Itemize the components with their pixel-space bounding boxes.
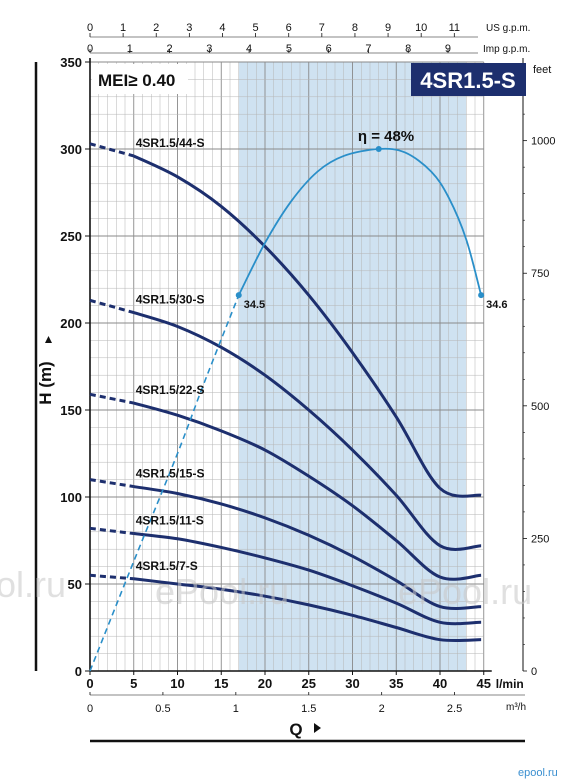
watermark-corner: epool.ru <box>518 767 558 779</box>
us-tick-label: 4 <box>219 22 225 34</box>
us-tick-label: 2 <box>153 22 159 34</box>
x-tick-label: 20 <box>258 676 272 691</box>
x-tick-label: 30 <box>345 676 359 691</box>
series-label: 4SR1.5/7-S <box>136 559 198 573</box>
imp-tick-label: 0 <box>87 43 93 55</box>
watermark-1: ol.ru <box>0 564 66 605</box>
us-tick-label: 5 <box>253 22 259 34</box>
us-tick-label: 6 <box>286 22 292 34</box>
pump-curve-dashed <box>89 392 135 405</box>
series-label: 4SR1.5/15-S <box>136 467 205 481</box>
imp-tick-label: 6 <box>326 43 332 55</box>
mei-label: MEI≥ 0.40 <box>98 71 175 90</box>
us-tick-label: 1 <box>120 22 126 34</box>
series-label: 4SR1.5/30-S <box>136 293 205 307</box>
us-tick-label: 10 <box>415 22 427 34</box>
efficiency-point <box>375 146 382 152</box>
us-tick-label: 8 <box>352 22 358 34</box>
y-tick-label: 200 <box>60 316 82 331</box>
us-tick-label: 7 <box>319 22 325 34</box>
x-axis-arrow-icon <box>314 723 321 733</box>
feet-tick-label: 250 <box>531 533 549 545</box>
y-tick-label: 300 <box>60 142 82 157</box>
imp-tick-label: 5 <box>286 43 292 55</box>
y2-unit-feet: feet <box>533 64 551 76</box>
pump-curve-dashed <box>89 478 134 489</box>
y-tick-label: 0 <box>75 664 82 679</box>
m3h-tick-label: 2 <box>379 703 385 715</box>
y-tick-label: 150 <box>60 403 82 418</box>
series-label: 4SR1.5/11-S <box>136 514 204 528</box>
x-tick-label: 25 <box>302 676 316 691</box>
x-tick-label: 10 <box>170 676 184 691</box>
y-axis-label: H (m) <box>36 361 55 404</box>
curves <box>89 142 482 643</box>
pump-curve <box>133 154 482 498</box>
imp-tick-label: 4 <box>246 43 252 55</box>
imp-tick-label: 3 <box>206 43 212 55</box>
x-tick-label: 5 <box>130 676 137 691</box>
pump-curve <box>133 532 482 626</box>
y-tick-label: 350 <box>60 55 82 70</box>
us-tick-label: 0 <box>87 22 93 34</box>
imp-tick-label: 1 <box>127 43 133 55</box>
pump-curve <box>133 577 482 643</box>
us-tick-label: 11 <box>449 22 460 34</box>
efficiency-point-label: 34.6 <box>486 299 507 311</box>
efficiency-curve-dashed <box>89 294 240 672</box>
m3h-tick-label: 0.5 <box>155 703 170 715</box>
x-unit-imp: Imp g.p.m. <box>483 44 530 55</box>
mei-badge-bg <box>92 64 188 94</box>
watermark-2: ePool.ru <box>155 571 289 612</box>
y-tick-label: 250 <box>60 229 82 244</box>
grid <box>89 61 485 672</box>
pump-curve-dashed <box>89 526 134 536</box>
y-tick-label: 100 <box>60 490 82 505</box>
x-tick-label: 40 <box>433 676 447 691</box>
feet-tick-label: 750 <box>531 268 549 280</box>
x-unit-lmin: l/min <box>496 677 524 691</box>
efficiency-point-label: 34.5 <box>244 299 265 311</box>
efficiency-point <box>235 292 242 299</box>
us-tick-label: 3 <box>186 22 192 34</box>
m3h-tick-label: 1 <box>233 703 239 715</box>
axes <box>34 33 527 743</box>
x-tick-label: 15 <box>214 676 228 691</box>
feet-tick-label: 500 <box>531 401 549 413</box>
y-axis-arrow-icon <box>45 336 52 343</box>
efficiency-curve <box>89 146 485 672</box>
pump-curve-dashed <box>89 573 134 581</box>
pump-curve-dashed <box>89 142 135 158</box>
imp-tick-label: 8 <box>405 43 411 55</box>
m3h-tick-label: 2.5 <box>447 703 462 715</box>
pump-curve-dashed <box>89 298 135 315</box>
x-axis-label: Q <box>289 720 302 739</box>
m3h-tick-label: 0 <box>87 703 93 715</box>
series-label: 4SR1.5/22-S <box>136 383 205 397</box>
x-tick-label: 35 <box>389 676 403 691</box>
model-badge: 4SR1.5-S <box>420 68 515 93</box>
us-tick-label: 9 <box>385 22 391 34</box>
imp-tick-label: 2 <box>166 43 172 55</box>
x-tick-label: 0 <box>86 676 93 691</box>
watermark-3: ePool.ru <box>398 571 532 612</box>
model-badge-bg <box>411 63 526 96</box>
pump-curve <box>133 485 482 611</box>
pump-curve <box>133 311 482 551</box>
efficiency-label: η = 48% <box>358 128 414 145</box>
efficiency-point <box>478 292 485 299</box>
series-label: 4SR1.5/44-S <box>136 136 205 150</box>
imp-tick-label: 9 <box>445 43 451 55</box>
feet-tick-label: 0 <box>531 666 537 678</box>
feet-tick-label: 1000 <box>531 136 555 148</box>
x-unit-m3h: m³/h <box>506 702 526 713</box>
x-tick-label: 45 <box>477 676 491 691</box>
m3h-tick-label: 1.5 <box>301 703 316 715</box>
x-unit-us: US g.p.m. <box>486 23 530 34</box>
y-tick-label: 50 <box>68 577 82 592</box>
imp-tick-label: 7 <box>365 43 371 55</box>
